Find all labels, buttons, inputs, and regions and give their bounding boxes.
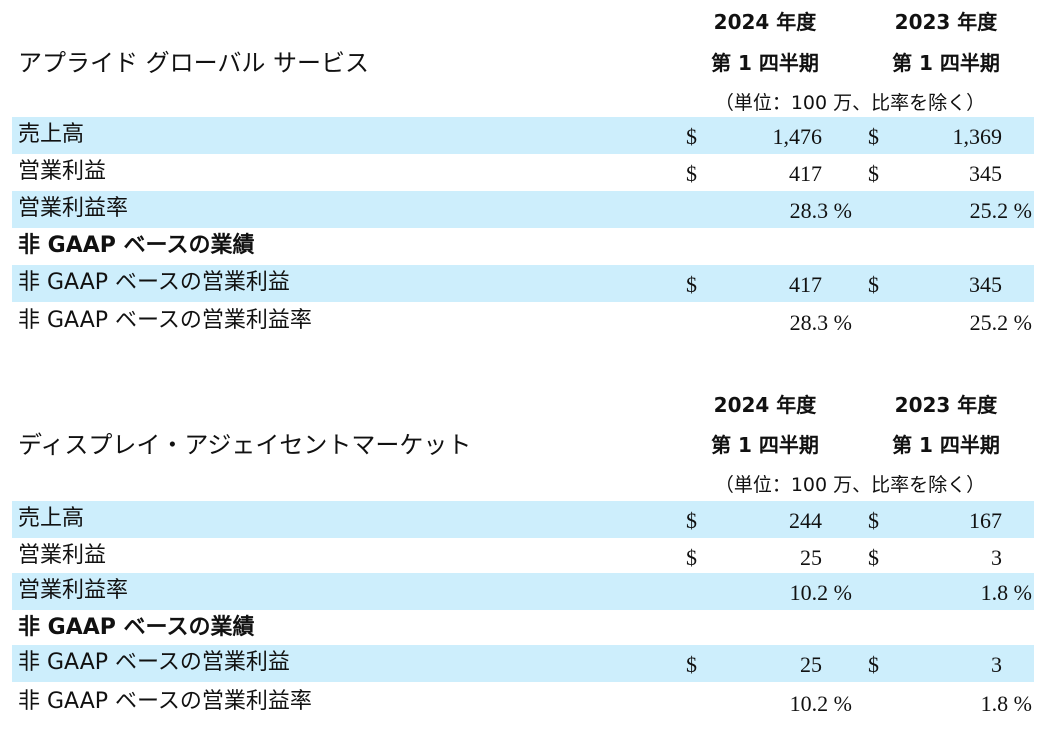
currency-symbol: $: [686, 508, 697, 533]
row-label: 営業利益率: [18, 196, 129, 221]
currency-symbol: $: [868, 545, 879, 570]
column-header-2024-period: 第 1 四半期: [711, 433, 819, 457]
currency-symbol: $: [868, 652, 879, 677]
table-row-operating-income: 営業利益 $ 25 $ 3: [12, 538, 1034, 575]
table-row-non-gaap-operating-income: 非 GAAP ベースの営業利益 $ 417 $ 345: [12, 265, 1034, 302]
table-row-non-gaap-operating-margin: 非 GAAP ベースの営業利益率 28.3 % 25.2 %: [12, 303, 1034, 340]
row-label: 売上高: [18, 122, 85, 147]
percent-2024: 28.3 %: [789, 198, 852, 223]
value-2023: 345: [969, 161, 1002, 186]
value-2024: 417: [789, 272, 822, 297]
row-label: 売上高: [18, 506, 85, 531]
value-2023: 1,369: [952, 124, 1003, 149]
value-2023: 167: [969, 508, 1002, 533]
row-label: 非 GAAP ベースの営業利益: [18, 270, 290, 295]
units-note: （単位：100 万、比率を除く）: [714, 92, 986, 114]
row-label: 非 GAAP ベースの営業利益率: [18, 308, 312, 333]
row-label: 非 GAAP ベースの営業利益: [18, 650, 290, 675]
row-label: 非 GAAP ベースの業績: [18, 233, 255, 258]
percent-2023: 25.2 %: [969, 198, 1032, 223]
row-label: 営業利益率: [18, 578, 129, 603]
percent-2023: 25.2 %: [969, 310, 1032, 335]
value-2024: 1,476: [772, 124, 823, 149]
table-row-operating-income: 営業利益 $ 417 $ 345: [12, 154, 1034, 191]
column-header-2024-period: 第 1 四半期: [711, 51, 819, 75]
percent-2024: 28.3 %: [789, 310, 852, 335]
column-header-2023-year: 2023 年度: [894, 10, 998, 34]
value-2024: 417: [789, 161, 822, 186]
column-header-2024-year: 2024 年度: [713, 393, 817, 417]
table-row-non-gaap-operating-margin: 非 GAAP ベースの営業利益率 10.2 % 1.8 %: [12, 684, 1034, 721]
table-row-revenue: 売上高 $ 1,476 $ 1,369: [12, 117, 1034, 154]
currency-symbol: $: [686, 161, 697, 186]
value-2023: 3: [991, 545, 1002, 570]
value-2023: 3: [991, 652, 1002, 677]
segment-table-applied-global-services: 2024 年度 2023 年度 第 1 四半期 第 1 四半期 アプライド グロ…: [0, 0, 1048, 360]
table-row-revenue: 売上高 $ 244 $ 167: [12, 501, 1034, 538]
table-row-non-gaap-operating-income: 非 GAAP ベースの営業利益 $ 25 $ 3: [12, 645, 1034, 682]
percent-2023: 1.8 %: [980, 580, 1032, 605]
segment-table-display-adjacent-markets: 2024 年度 2023 年度 第 1 四半期 第 1 四半期 ディスプレイ・ア…: [0, 383, 1048, 742]
value-2024: 25: [800, 545, 822, 570]
row-label: 非 GAAP ベースの営業利益率: [18, 689, 312, 714]
row-label: 非 GAAP ベースの業績: [18, 615, 255, 640]
percent-2024: 10.2 %: [789, 691, 852, 716]
table-row-operating-margin: 営業利益率 28.3 % 25.2 %: [12, 191, 1034, 228]
currency-symbol: $: [868, 272, 879, 297]
currency-symbol: $: [686, 124, 697, 149]
column-header-2024-year: 2024 年度: [713, 10, 817, 34]
value-2024: 244: [789, 508, 822, 533]
percent-2023: 1.8 %: [980, 691, 1032, 716]
currency-symbol: $: [868, 161, 879, 186]
currency-symbol: $: [868, 124, 879, 149]
table-row-non-gaap-heading: 非 GAAP ベースの業績: [12, 228, 1034, 265]
row-label: 営業利益: [18, 543, 107, 568]
currency-symbol: $: [868, 508, 879, 533]
column-header-2023-period: 第 1 四半期: [892, 51, 1000, 75]
value-2024: 25: [800, 652, 822, 677]
currency-symbol: $: [686, 652, 697, 677]
value-2023: 345: [969, 272, 1002, 297]
table-row-operating-margin: 営業利益率 10.2 % 1.8 %: [12, 573, 1034, 610]
currency-symbol: $: [686, 272, 697, 297]
table-row-non-gaap-heading: 非 GAAP ベースの業績: [12, 610, 1034, 647]
currency-symbol: $: [686, 545, 697, 570]
segment-title: ディスプレイ・アジェイセントマーケット: [18, 431, 472, 459]
row-label: 営業利益: [18, 159, 107, 184]
column-header-2023-period: 第 1 四半期: [892, 433, 1000, 457]
percent-2024: 10.2 %: [789, 580, 852, 605]
column-header-2023-year: 2023 年度: [894, 393, 998, 417]
segment-title: アプライド グローバル サービス: [18, 49, 370, 77]
units-note: （単位：100 万、比率を除く）: [714, 474, 986, 496]
